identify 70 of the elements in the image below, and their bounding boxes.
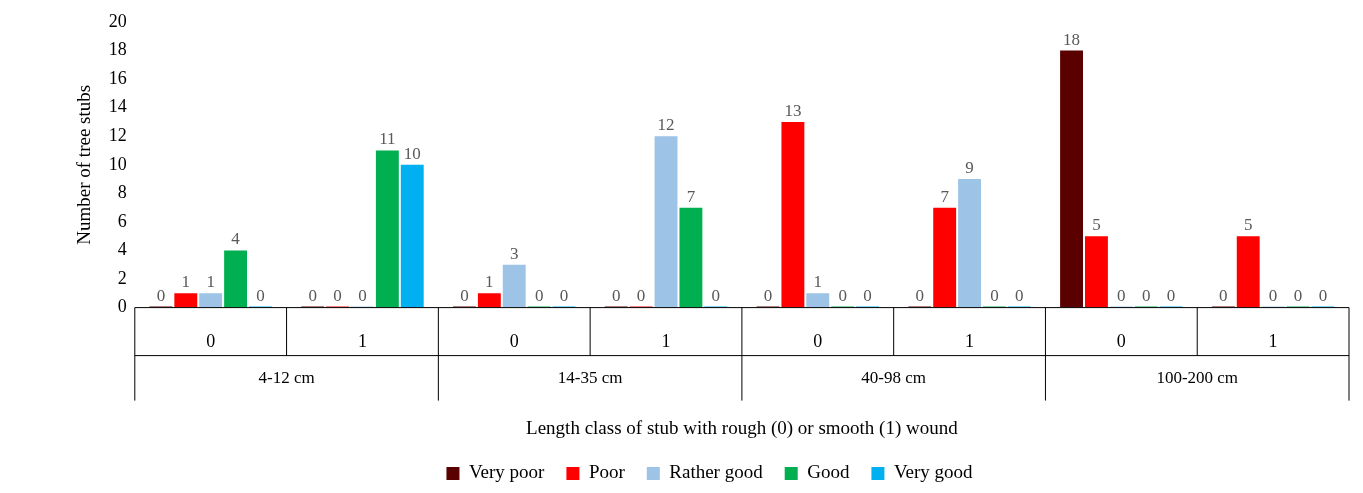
data-label: 0	[636, 285, 646, 305]
data-label: 7	[940, 186, 950, 206]
legend-label: Good	[807, 461, 850, 483]
data-label: 18	[1063, 29, 1081, 49]
data-label: 0	[1117, 285, 1126, 305]
y-tick-label: 18	[108, 39, 127, 60]
x-tick-label: 0	[509, 331, 519, 352]
data-label: 0	[460, 285, 469, 305]
data-label: 0	[863, 285, 872, 305]
y-tick-label: 14	[108, 96, 127, 117]
x-tick-label: 0	[206, 331, 216, 352]
data-label: 0	[1141, 285, 1151, 305]
data-label: 0	[611, 285, 621, 305]
y-tick-label: 16	[108, 67, 127, 88]
data-label: 1	[181, 272, 191, 292]
y-tick-label: 8	[117, 182, 127, 203]
data-label: 5	[1243, 215, 1253, 235]
data-label: 0	[256, 285, 265, 305]
legend-label: Very good	[893, 461, 974, 483]
data-label: 0	[1166, 285, 1176, 305]
data-label: 0	[559, 285, 569, 305]
data-label: 10	[403, 143, 421, 163]
data-label: 7	[686, 186, 696, 206]
data-label: 3	[509, 243, 519, 263]
data-label: 11	[379, 129, 396, 149]
data-label: 0	[915, 285, 925, 305]
data-label: 0	[333, 285, 342, 305]
data-label: 1	[813, 272, 823, 292]
data-label: 12	[657, 115, 675, 135]
y-tick-label: 0	[117, 296, 127, 317]
x-tick-label: 0	[1116, 331, 1126, 352]
data-label: 0	[308, 285, 317, 305]
y-tick-label: 12	[108, 124, 127, 145]
text: 40-98 cm	[861, 367, 927, 387]
data-label: 0	[534, 285, 544, 305]
data-label: 1	[206, 272, 215, 292]
legend-label: Very poor	[468, 461, 546, 483]
y-tick-label: 6	[117, 210, 127, 231]
data-label: 1	[485, 272, 494, 292]
data-label: 0	[838, 285, 847, 305]
y-tick-label: 10	[108, 153, 127, 174]
legend-label: Rather good	[669, 461, 764, 483]
x-tick-label: 1	[965, 331, 975, 352]
x-tick-label: 1	[357, 331, 367, 352]
y-tick-label: 4	[117, 239, 127, 260]
data-label: 0	[156, 285, 166, 305]
text: 4-12 cm	[258, 367, 315, 387]
legend-label: Poor	[588, 461, 626, 483]
y-axis-title: Number of tree stubs	[73, 84, 95, 245]
text: 14-35 cm	[557, 367, 623, 387]
y-tick-label: 20	[108, 10, 127, 31]
x-axis-title: Length class of stub with rough (0) or smooth (1) wound	[526, 416, 959, 439]
data-label: 0	[990, 285, 999, 305]
data-label: 0	[1293, 285, 1303, 305]
y-tick-label: 2	[117, 267, 127, 288]
data-label: 0	[1318, 285, 1328, 305]
data-label: 0	[711, 285, 721, 305]
data-label: 0	[1268, 285, 1278, 305]
data-label: 9	[965, 158, 974, 178]
data-label: 0	[763, 285, 773, 305]
data-label: 0	[358, 285, 367, 305]
data-label: 0	[1015, 285, 1024, 305]
data-label: 13	[784, 100, 802, 120]
data-label: 0	[1219, 285, 1228, 305]
x-tick-label: 1	[661, 331, 671, 352]
x-tick-label: 1	[1268, 331, 1278, 352]
data-label: 4	[231, 229, 241, 249]
x-tick-label: 0	[813, 331, 823, 352]
data-label: 5	[1092, 215, 1101, 235]
text: 100-200 cm	[1156, 367, 1239, 387]
